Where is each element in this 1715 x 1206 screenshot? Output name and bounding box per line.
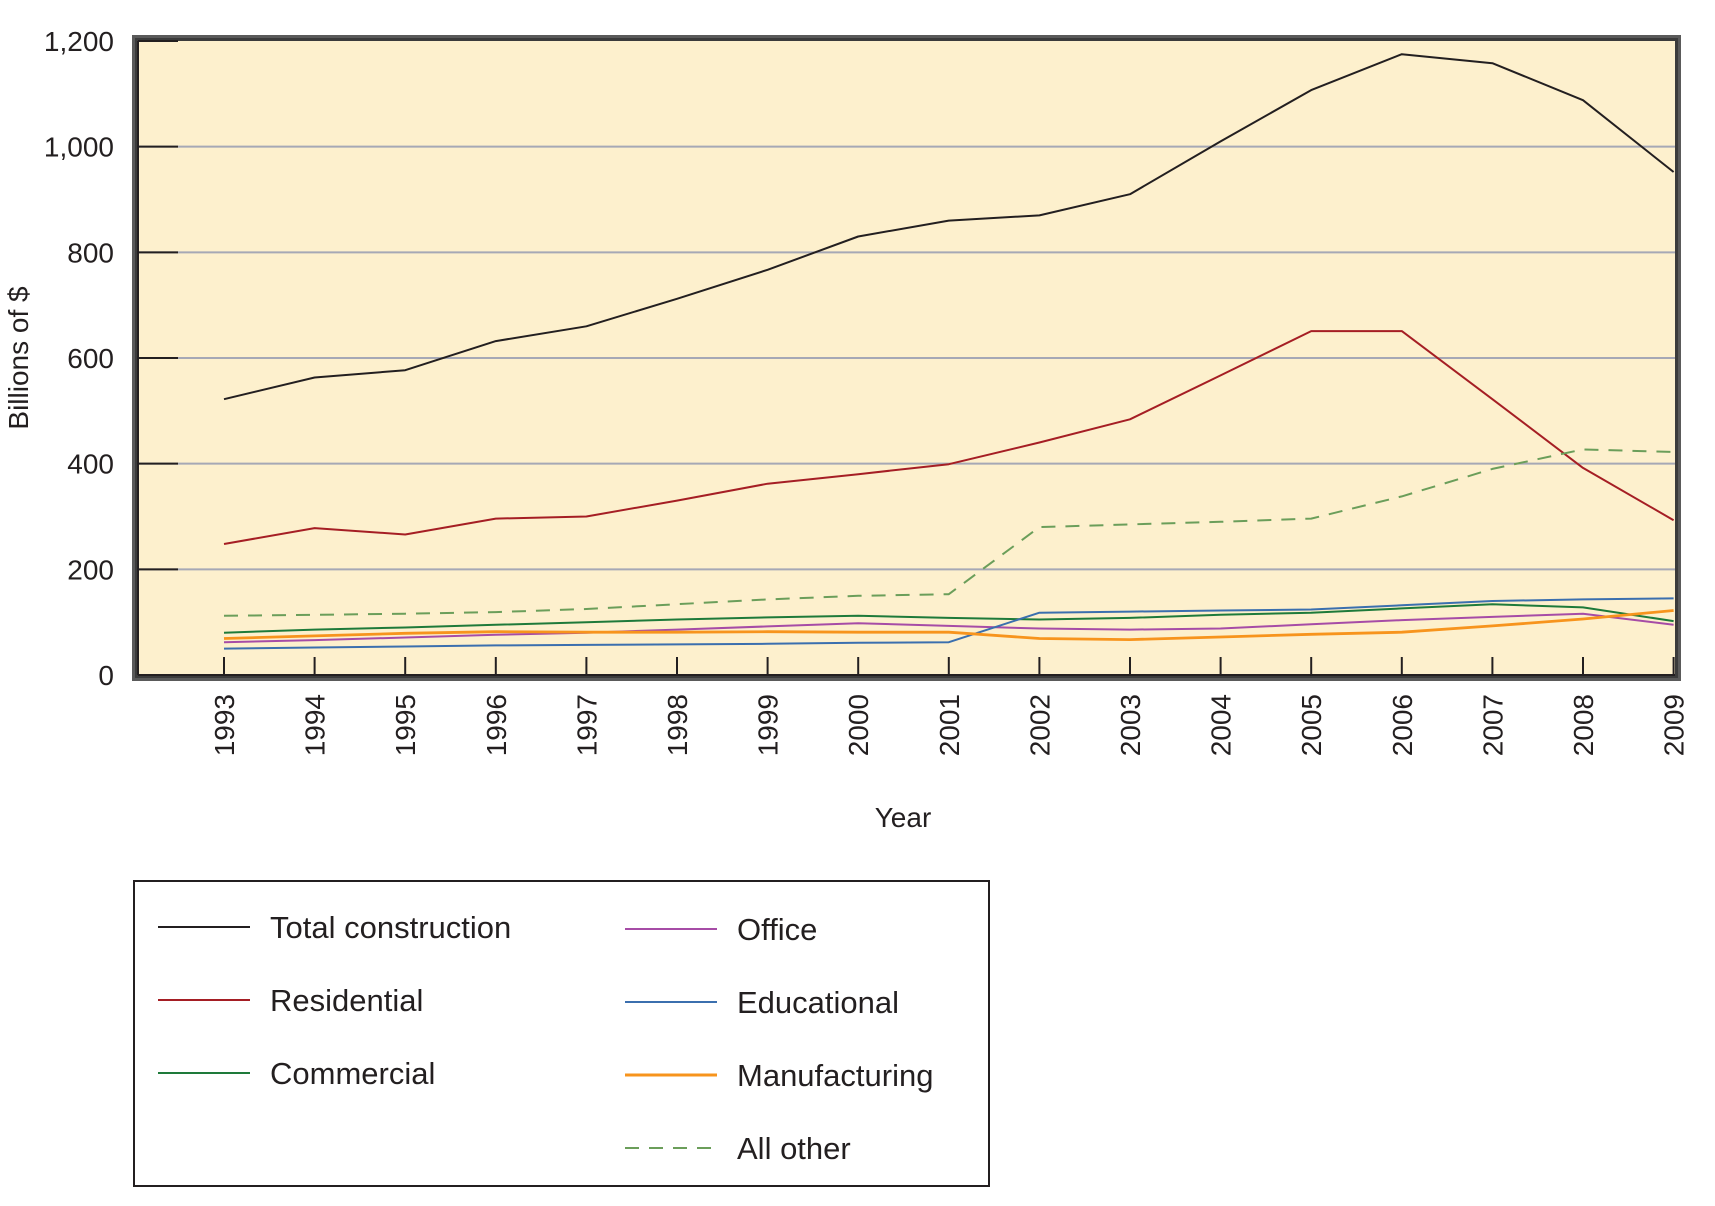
series-line-residential [223, 330, 1675, 545]
y-tick-label: 800 [67, 237, 114, 268]
x-tick-label: 2000 [843, 694, 874, 756]
y-tick-label: 1,200 [44, 26, 114, 57]
x-tick-label: 2005 [1296, 694, 1327, 756]
legend-box [133, 880, 990, 1187]
y-axis-title: Billions of $ [3, 286, 34, 430]
x-tick-label: 1994 [300, 694, 331, 756]
axes: 0 200 400 600 800 1,000 1,200 1993 1994 1995 1996 1… [44, 26, 1690, 756]
x-tick-label: 2002 [1024, 694, 1055, 756]
y-tick-label: 200 [67, 554, 114, 585]
legend-label-commercial: Commercial [270, 1056, 435, 1091]
x-tick-label: 2008 [1568, 694, 1599, 756]
x-tick-label: 2006 [1387, 694, 1418, 756]
x-tick-label: 1998 [662, 694, 693, 756]
x-tick-label: 2009 [1659, 694, 1690, 756]
series-line-educational [223, 597, 1674, 650]
legend-label-manufacturing: Manufacturing [737, 1058, 933, 1093]
x-tick-label: 1996 [481, 694, 512, 756]
x-tick-label: 1995 [390, 694, 421, 756]
y-tick-label: 0 [98, 660, 114, 691]
legend-label-all-other: All other [737, 1131, 851, 1166]
legend-label-total-construction: Total construction [270, 910, 511, 945]
gridlines [138, 145, 1675, 571]
legend-label-office: Office [737, 912, 817, 947]
x-tick-label: 2007 [1477, 694, 1508, 756]
legend-label-residential: Residential [270, 983, 423, 1018]
x-axis-title: Year [875, 802, 932, 833]
x-tick-label: 1993 [209, 694, 240, 756]
series-line-office [223, 612, 1674, 644]
x-tick-label: 2003 [1115, 694, 1146, 756]
series-line-commercial [223, 603, 1674, 634]
series-line-total-construction [223, 53, 1675, 401]
legend: Total construction Residential Commercial O… [133, 880, 990, 1187]
series-line-manufacturing [223, 609, 1674, 641]
x-tick-label: 1999 [753, 694, 784, 756]
series-line-all-other [223, 448, 1674, 617]
x-tick-label: 2001 [934, 694, 965, 756]
series-lines [223, 53, 1675, 650]
y-tick-label: 1,000 [44, 132, 114, 163]
y-tick-label: 600 [67, 343, 114, 374]
y-tick-label: 400 [67, 449, 114, 480]
x-tick-label: 1997 [571, 694, 602, 756]
legend-label-educational: Educational [737, 985, 899, 1020]
x-tick-label: 2004 [1206, 694, 1237, 756]
